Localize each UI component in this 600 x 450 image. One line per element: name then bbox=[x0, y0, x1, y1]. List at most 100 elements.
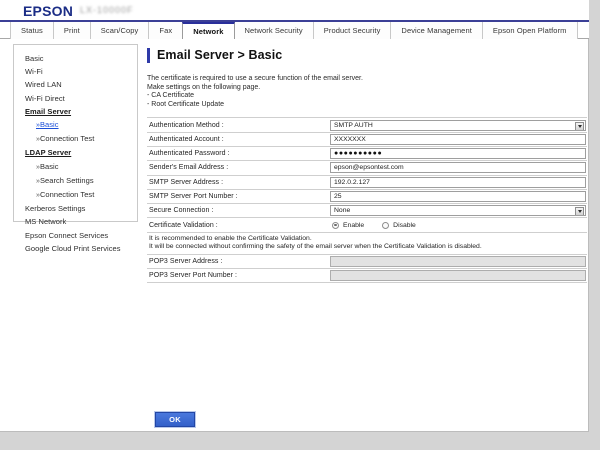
smtp-address-value: 192.0.2.127 bbox=[334, 178, 370, 186]
form-row-secure-connection: Secure Connection : None bbox=[147, 203, 587, 219]
tab-epson-open-platform[interactable]: Epson Open Platform bbox=[481, 22, 578, 39]
sidebar-item-label: Basic bbox=[39, 161, 59, 171]
auth-account-label: Authenticated Account : bbox=[147, 131, 327, 147]
chevron-right-icon: » bbox=[36, 163, 40, 171]
pop3-port-input bbox=[330, 270, 586, 281]
form-actions: OK bbox=[155, 412, 195, 427]
cert-validation-label: Certificate Validation : bbox=[147, 217, 327, 233]
sidebar-group-ldap-server[interactable]: LDAP Server bbox=[25, 148, 72, 158]
note-line-2: It will be connected without confirming … bbox=[149, 243, 482, 251]
form-row-auth-method: Authentication Method : SMTP AUTH bbox=[147, 117, 587, 133]
form-row-cert-validation: Certificate Validation : Enable Disable bbox=[147, 217, 587, 233]
description-line-3: - CA Certificate bbox=[147, 92, 195, 100]
tab-scan-copy[interactable]: Scan/Copy bbox=[89, 22, 150, 39]
tab-fax[interactable]: Fax bbox=[148, 22, 184, 39]
sidebar-item-ldap-connection-test[interactable]: »Connection Test bbox=[14, 188, 137, 202]
note-line-1: It is recommended to enable the Certific… bbox=[149, 234, 312, 242]
secure-connection-select[interactable]: None bbox=[330, 205, 586, 217]
auth-method-label: Authentication Method : bbox=[147, 117, 327, 133]
auth-password-label: Authenticated Password : bbox=[147, 145, 327, 162]
chevron-down-icon[interactable] bbox=[575, 121, 584, 130]
cert-validation-note: It is recommended to enable the Certific… bbox=[147, 231, 587, 255]
auth-password-input[interactable]: ●●●●●●●●●● bbox=[330, 148, 586, 160]
pop3-address-label: POP3 Server Address : bbox=[147, 253, 327, 269]
radio-unselected-icon[interactable] bbox=[382, 221, 390, 229]
tab-status[interactable]: Status bbox=[10, 22, 54, 39]
smtp-address-label: SMTP Server Address : bbox=[147, 174, 327, 190]
secure-connection-label: Secure Connection : bbox=[147, 203, 327, 219]
page-title-row: Email Server > Basic bbox=[147, 46, 587, 64]
sidebar-item-label: Search Settings bbox=[39, 175, 94, 185]
sidebar-item-email-server-connection-test[interactable]: »Connection Test bbox=[14, 132, 137, 146]
page-title: Email Server > Basic bbox=[157, 48, 283, 62]
cert-validation-disable-label: Disable bbox=[393, 221, 416, 229]
tab-network-security[interactable]: Network Security bbox=[233, 22, 314, 39]
tab-network[interactable]: Network bbox=[182, 22, 235, 40]
chevron-right-icon: » bbox=[36, 192, 40, 200]
cert-validation-disable-radio[interactable]: Disable bbox=[382, 221, 416, 229]
main-tabbar: Status Print Scan/Copy Fax Network Netwo… bbox=[0, 22, 589, 40]
brand-header: EPSON LX-10000F bbox=[0, 0, 589, 22]
sidebar-item-ms-network[interactable]: MS Network bbox=[25, 217, 67, 227]
sender-email-value: epson@epsontest.com bbox=[334, 164, 404, 172]
sidebar-item-label: Connection Test bbox=[39, 190, 95, 200]
sidebar-item-label: Connection Test bbox=[39, 134, 95, 144]
form-row-auth-password: Authenticated Password : ●●●●●●●●●● bbox=[147, 145, 587, 162]
tab-device-management[interactable]: Device Management bbox=[390, 22, 483, 39]
email-server-form: Authentication Method : SMTP AUTH Authen… bbox=[147, 117, 587, 284]
form-row-pop3-address: POP3 Server Address : bbox=[147, 253, 587, 269]
smtp-port-input[interactable]: 25 bbox=[330, 191, 586, 202]
sidebar-item-wired-lan[interactable]: Wired LAN bbox=[25, 80, 62, 90]
sidebar-item-ldap-search-settings[interactable]: »Search Settings bbox=[14, 174, 137, 188]
smtp-port-label: SMTP Server Port Number : bbox=[147, 188, 327, 205]
epson-logo: EPSON bbox=[23, 3, 74, 19]
form-row-smtp-address: SMTP Server Address : 192.0.2.127 bbox=[147, 174, 587, 190]
auth-method-value: SMTP AUTH bbox=[334, 121, 373, 129]
auth-password-value: ●●●●●●●●●● bbox=[334, 150, 383, 158]
cert-validation-enable-label: Enable bbox=[343, 221, 365, 229]
sidebar-item-email-server-basic[interactable]: »Basic bbox=[14, 118, 137, 132]
smtp-address-input[interactable]: 192.0.2.127 bbox=[330, 176, 586, 188]
description-line-2: Make settings on the following page. bbox=[147, 83, 261, 91]
page-description: The certificate is required to use a sec… bbox=[147, 75, 587, 109]
sidebar-item-basic[interactable]: Basic bbox=[25, 54, 44, 63]
brand-divider bbox=[0, 20, 589, 22]
radio-selected-icon[interactable] bbox=[332, 221, 339, 229]
main-content: Email Server > Basic The certificate is … bbox=[147, 44, 587, 284]
smtp-port-value: 25 bbox=[334, 193, 342, 200]
tab-print[interactable]: Print bbox=[52, 22, 91, 39]
form-row-auth-account: Authenticated Account : XXXXXXX bbox=[147, 131, 587, 147]
secure-connection-value: None bbox=[334, 207, 351, 215]
sidebar-item-label: Basic bbox=[39, 120, 59, 130]
network-sidebar: Basic Wi-Fi Wired LAN Wi-Fi Direct Email… bbox=[13, 44, 138, 253]
sidebar-item-wifi[interactable]: Wi-Fi bbox=[25, 67, 43, 77]
sidebar-item-epson-connect-services[interactable]: Epson Connect Services bbox=[25, 230, 109, 240]
pop3-port-label: POP3 Server Port Number : bbox=[147, 267, 327, 284]
chevron-right-icon: » bbox=[36, 177, 40, 185]
sidebar-item-ldap-basic[interactable]: »Basic bbox=[14, 160, 137, 174]
printer-model-label: LX-10000F bbox=[80, 5, 134, 15]
cert-validation-enable-radio[interactable]: Enable bbox=[332, 221, 365, 229]
sidebar-item-wifi-direct[interactable]: Wi-Fi Direct bbox=[25, 93, 65, 103]
chevron-down-icon[interactable] bbox=[575, 207, 584, 216]
web-config-window: EPSON LX-10000F Status Print Scan/Copy F… bbox=[0, 0, 589, 432]
tab-product-security[interactable]: Product Security bbox=[312, 22, 392, 39]
auth-account-input[interactable]: XXXXXXX bbox=[330, 133, 586, 145]
sidebar-group-email-server[interactable]: Email Server bbox=[25, 106, 72, 116]
description-line-4: - Root Certificate Update bbox=[147, 100, 225, 108]
title-accent-bar bbox=[147, 47, 150, 63]
auth-method-select[interactable]: SMTP AUTH bbox=[330, 119, 586, 131]
form-row-smtp-port: SMTP Server Port Number : 25 bbox=[147, 188, 587, 205]
tab-list: Status Print Scan/Copy Fax Network Netwo… bbox=[10, 22, 578, 40]
sender-email-label: Sender's Email Address : bbox=[147, 160, 327, 176]
sidebar-item-kerberos-settings[interactable]: Kerberos Settings bbox=[25, 204, 86, 214]
cert-validation-radio-group: Enable Disable bbox=[330, 219, 586, 231]
ok-button[interactable]: OK bbox=[155, 412, 195, 427]
chevron-right-icon: » bbox=[36, 136, 40, 144]
form-row-pop3-port: POP3 Server Port Number : bbox=[147, 267, 587, 284]
sidebar-item-google-cloud-print-services[interactable]: Google Cloud Print Services bbox=[25, 243, 121, 253]
sender-email-input[interactable]: epson@epsontest.com bbox=[330, 162, 586, 174]
pop3-address-input bbox=[330, 255, 586, 267]
description-line-1: The certificate is required to use a sec… bbox=[147, 75, 363, 82]
